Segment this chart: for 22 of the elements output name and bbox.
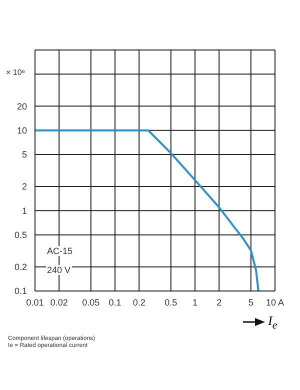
y-axis-title: × 10⁶ (6, 68, 26, 77)
annotation: 240 V (46, 265, 72, 275)
x-tick-label: 5 (248, 297, 254, 308)
x-tick-label: 0.5 (164, 297, 178, 308)
y-tick-label: 1 (22, 206, 27, 216)
x-tick-label: 0.1 (108, 297, 122, 308)
x-tick-label: 0.2 (132, 297, 146, 308)
x-tick-label: 10 A (266, 297, 284, 308)
x-tick-label: 0.01 (26, 297, 44, 308)
y-tick-label: 20 (16, 101, 27, 112)
x-axis-title: I$_{e}$ (268, 313, 278, 332)
x-tick-label: 0.02 (50, 297, 68, 308)
x-tick-label: 1 (192, 297, 198, 308)
y-tick-label: 0.1 (14, 286, 27, 296)
y-tick-label: 2 (22, 182, 27, 192)
x-tick-label: 0.05 (82, 297, 100, 308)
x-tick-label: 2 (216, 297, 222, 308)
y-tick-label: 0.2 (14, 262, 27, 272)
y-tick-label: 10 (16, 126, 27, 136)
y-tick-label: 5 (22, 150, 27, 160)
y-tick-label: 0.5 (14, 230, 27, 240)
annotation: AC-15 (46, 246, 74, 256)
